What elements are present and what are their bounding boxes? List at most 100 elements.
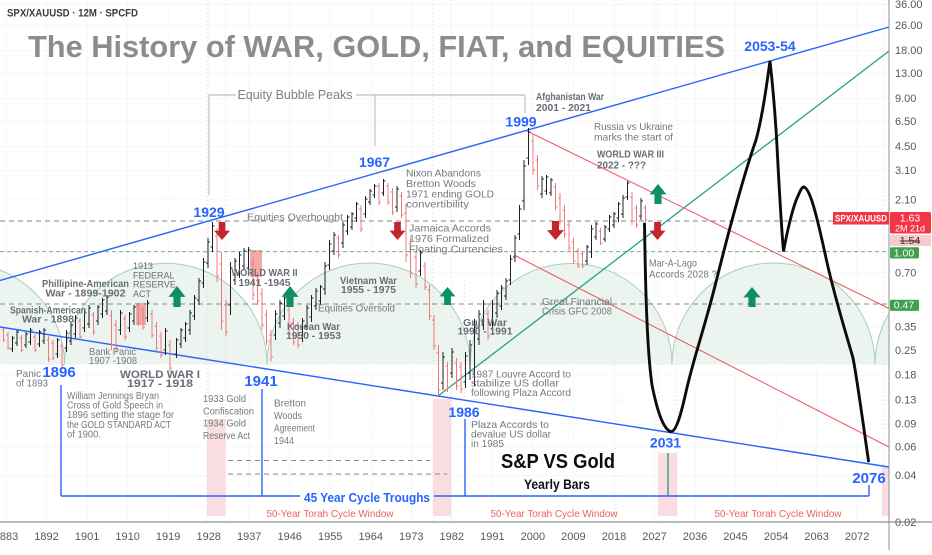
svg-text:3.10: 3.10	[895, 165, 916, 177]
svg-text:SPX/XAUUSD: SPX/XAUUSD	[835, 214, 887, 224]
svg-text:2063: 2063	[804, 531, 828, 543]
svg-text:1896: 1896	[42, 364, 75, 381]
svg-text:Equity Bubble Peaks: Equity Bubble Peaks	[238, 87, 353, 102]
svg-text:1999: 1999	[505, 114, 536, 130]
svg-text:in 1985: in 1985	[471, 439, 504, 450]
svg-text:Equities Overbought: Equities Overbought	[247, 213, 343, 224]
svg-text:2036: 2036	[683, 531, 707, 543]
svg-text:Accords 2028 ?: Accords 2028 ?	[649, 270, 717, 281]
svg-text:2045: 2045	[723, 531, 747, 543]
svg-text:0.09: 0.09	[895, 419, 916, 431]
svg-text:13.00: 13.00	[895, 68, 923, 80]
svg-text:War - 1898: War - 1898	[22, 315, 74, 326]
svg-text:1910: 1910	[115, 531, 139, 543]
svg-text:45 Year Cycle Troughs: 45 Year Cycle Troughs	[304, 490, 430, 505]
svg-text:1946: 1946	[277, 531, 301, 543]
svg-text:0.18: 0.18	[895, 370, 916, 382]
svg-text:1971 ending GOLD: 1971 ending GOLD	[406, 189, 494, 200]
svg-text:Nixon Abandons: Nixon Abandons	[406, 169, 481, 180]
svg-text:0.02: 0.02	[895, 517, 916, 529]
svg-text:SPX/XAUUSD · 12M · SPCFD: SPX/XAUUSD · 12M · SPCFD	[7, 8, 138, 20]
svg-text:2009: 2009	[561, 531, 585, 543]
svg-text:2.10: 2.10	[895, 195, 916, 207]
svg-text:of 1900.: of 1900.	[67, 429, 101, 440]
svg-text:1907 -1908: 1907 -1908	[89, 356, 137, 367]
svg-text:2054: 2054	[764, 531, 788, 543]
svg-text:devalue US dollar: devalue US dollar	[471, 430, 552, 441]
svg-text:1941: 1941	[244, 373, 277, 390]
svg-text:50-Year Torah Cycle Window: 50-Year Torah Cycle Window	[267, 508, 394, 520]
svg-text:36.00: 36.00	[895, 0, 923, 11]
svg-text:following Plaza Accord: following Plaza Accord	[471, 388, 571, 399]
svg-text:4.50: 4.50	[895, 141, 916, 153]
svg-text:2031: 2031	[650, 435, 681, 451]
svg-text:The History of WAR, GOLD, FIAT: The History of WAR, GOLD, FIAT, and EQUI…	[28, 30, 725, 64]
svg-text:convertibility: convertibility	[406, 200, 470, 211]
svg-text:Agreement: Agreement	[274, 424, 315, 435]
svg-text:Panic: Panic	[16, 369, 41, 380]
svg-text:RESERVE: RESERVE	[133, 280, 176, 290]
svg-text:WORLD WAR I: WORLD WAR I	[120, 369, 200, 381]
svg-text:S&P VS Gold: S&P VS Gold	[501, 450, 615, 473]
svg-text:1973: 1973	[399, 531, 423, 543]
svg-text:Equities Oversold: Equities Oversold	[318, 304, 395, 315]
svg-text:Bretton: Bretton	[274, 399, 306, 410]
svg-text:1990 - 1991: 1990 - 1991	[458, 327, 513, 338]
svg-text:18.00: 18.00	[895, 45, 923, 57]
svg-text:1934 Gold: 1934 Gold	[203, 419, 246, 430]
svg-text:2053-54: 2053-54	[744, 38, 796, 54]
svg-text:1955: 1955	[318, 531, 342, 543]
svg-text:1964: 1964	[359, 531, 383, 543]
svg-text:Mar-A-Lago: Mar-A-Lago	[649, 259, 697, 270]
svg-text:Floating Currencies: Floating Currencies	[409, 245, 503, 256]
svg-text:2076: 2076	[852, 470, 885, 487]
svg-text:2000: 2000	[521, 531, 545, 543]
svg-text:Vietnam War: Vietnam War	[340, 276, 397, 287]
svg-text:FEDERAL: FEDERAL	[133, 270, 175, 280]
svg-text:1982: 1982	[440, 531, 464, 543]
svg-text:WORLD WAR II: WORLD WAR II	[232, 268, 298, 279]
svg-text:Afghanistan War: Afghanistan War	[536, 92, 604, 103]
svg-text:William Jennings Bryan: William Jennings Bryan	[67, 391, 159, 402]
svg-text:Russia vs Ukraine: Russia vs Ukraine	[594, 122, 673, 133]
svg-text:0.04: 0.04	[895, 470, 916, 482]
svg-text:1.54: 1.54	[900, 235, 921, 247]
svg-text:stabilize US dollar: stabilize US dollar	[471, 379, 560, 390]
svg-text:Bretton Woods: Bretton Woods	[406, 179, 476, 190]
svg-text:0.70: 0.70	[895, 268, 916, 280]
svg-text:26.00: 26.00	[895, 20, 923, 32]
svg-text:Reserve Act: Reserve Act	[203, 431, 250, 442]
svg-text:1986: 1986	[448, 404, 479, 420]
svg-text:marks the start of: marks the start of	[594, 133, 673, 144]
svg-text:1929: 1929	[193, 204, 224, 220]
svg-text:War - 1899-1902: War - 1899-1902	[46, 289, 126, 300]
svg-text:1919: 1919	[156, 531, 180, 543]
svg-text:1892: 1892	[34, 531, 58, 543]
svg-text:Spanish-American: Spanish-American	[10, 306, 86, 317]
svg-text:1976 Formalized: 1976 Formalized	[409, 234, 489, 245]
svg-text:2001 - 2021: 2001 - 2021	[536, 103, 591, 114]
svg-text:1.63: 1.63	[900, 213, 921, 225]
svg-text:Woods: Woods	[274, 411, 302, 422]
svg-text:1.00: 1.00	[894, 247, 915, 259]
svg-text:0.35: 0.35	[895, 322, 916, 334]
svg-text:1987 Louvre Accord to: 1987 Louvre Accord to	[471, 369, 571, 380]
svg-text:1901: 1901	[75, 531, 99, 543]
svg-text:ACT: ACT	[133, 289, 152, 299]
svg-text:Crisis GFC 2008: Crisis GFC 2008	[542, 307, 612, 318]
svg-text:1883: 1883	[0, 531, 18, 543]
svg-text:WORLD WAR III: WORLD WAR III	[597, 150, 664, 161]
svg-text:9.00: 9.00	[895, 93, 916, 105]
svg-text:Jamaica Accords: Jamaica Accords	[409, 224, 491, 235]
svg-text:Bank Panic: Bank Panic	[89, 347, 136, 358]
svg-text:2027: 2027	[642, 531, 666, 543]
svg-text:1933 Gold: 1933 Gold	[203, 394, 246, 405]
svg-text:1937: 1937	[237, 531, 261, 543]
svg-text:1950 - 1953: 1950 - 1953	[286, 331, 341, 342]
svg-text:Gulf War: Gulf War	[463, 318, 507, 329]
svg-text:0.47: 0.47	[894, 300, 915, 312]
svg-text:6.50: 6.50	[895, 116, 916, 128]
svg-text:0.25: 0.25	[895, 345, 916, 357]
svg-text:1967: 1967	[359, 154, 390, 170]
svg-text:50-Year Torah Cycle Window: 50-Year Torah Cycle Window	[715, 508, 842, 520]
